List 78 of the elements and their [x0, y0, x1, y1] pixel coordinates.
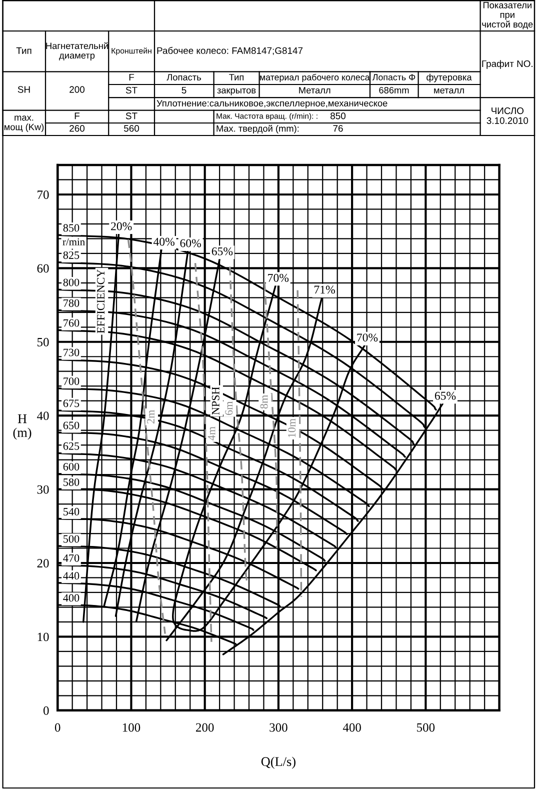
text: материал рабочего колеса	[260, 74, 370, 82]
text: 560	[124, 125, 140, 132]
y-tick-label: 70	[38, 190, 49, 199]
text: 76	[333, 125, 343, 132]
series-label: 500	[64, 535, 80, 543]
text: 850	[330, 112, 346, 120]
text: 70%	[268, 274, 289, 282]
series-label: 60%	[180, 239, 201, 248]
series-label: 440	[63, 572, 80, 580]
y-tick-label: 10	[38, 632, 49, 642]
text: 260	[70, 125, 85, 132]
text: F	[129, 74, 134, 80]
text: Металл	[299, 87, 330, 94]
y-tick-label: 40	[37, 412, 49, 420]
text: 8m	[260, 394, 268, 409]
text: Нагнетательнй диаметр	[46, 42, 108, 60]
text: ЧИСЛО 3.10.2010	[486, 107, 528, 124]
text: 6m	[225, 401, 233, 415]
text: 2m	[147, 410, 154, 424]
text: закрытов	[217, 88, 256, 96]
series-label: 780	[64, 299, 80, 307]
series-label: 65%	[212, 247, 233, 256]
series-label: 825	[63, 251, 80, 259]
text: Тип	[16, 47, 32, 54]
series-label: 20%	[111, 222, 132, 230]
series-label: 65%	[434, 392, 456, 400]
x-tick-label: 500	[417, 723, 435, 732]
text: SH	[18, 86, 30, 93]
text: max. мощ (Kw)	[4, 116, 44, 132]
series-label: 71%	[314, 286, 335, 294]
x-axis-title: Q(L/s)	[261, 756, 296, 769]
text: Лопасть Φ	[372, 74, 416, 80]
text: 686mm	[379, 86, 409, 94]
text: 4m	[208, 426, 216, 440]
series-label: 675	[63, 400, 80, 408]
annotation: r/min	[62, 238, 85, 246]
series-label: 600	[63, 462, 80, 470]
x-tick-label: 100	[122, 723, 140, 732]
series-label: 730	[64, 348, 80, 356]
text: Лопасть	[166, 74, 201, 80]
text: 5	[182, 86, 186, 94]
series-label: 850	[63, 224, 80, 232]
series-label: 625	[63, 442, 80, 450]
y-tick-label: 60	[37, 264, 49, 273]
y-tick-label: 50	[37, 338, 49, 346]
series-label: 580	[64, 478, 80, 486]
text: Уплотнение:сальниковое,экспеллерное,механическое	[156, 100, 388, 108]
annotation: EFFICIENCY	[97, 270, 105, 334]
series-label: 760	[64, 319, 80, 327]
text: 10m	[288, 418, 296, 438]
y-axis-title: H (m)	[13, 414, 32, 440]
series-label: 470	[63, 554, 80, 562]
x-tick-label: 200	[196, 723, 214, 732]
y-tick-label: 30	[37, 485, 49, 494]
text: ST	[126, 112, 138, 120]
text: Рабочее колесо: FAM8147;G8147	[157, 46, 303, 56]
series-label: 800	[63, 278, 80, 286]
series-label: 650	[63, 422, 80, 430]
series-label: 700	[64, 377, 80, 385]
y-tick-label: 20	[37, 559, 49, 568]
series-label: 70%	[357, 334, 378, 342]
text: Графит NO.	[482, 60, 532, 69]
text: Тип	[229, 74, 244, 80]
series-label: 400	[63, 594, 80, 602]
text: F	[74, 112, 80, 120]
annotation: NPSH	[212, 386, 220, 415]
x-tick-label: 400	[342, 723, 361, 732]
text: Max. твердой (mm):	[216, 124, 299, 134]
text: 200	[70, 86, 85, 93]
series-label: 40%	[153, 238, 174, 246]
text: ST	[126, 86, 138, 94]
text: металл	[434, 88, 464, 94]
x-tick-label: 300	[270, 723, 288, 732]
text: Показатели при чистой воде	[482, 2, 533, 30]
series-label: 540	[64, 508, 80, 516]
x-tick-label: 0	[54, 723, 60, 732]
y-tick-label: 0	[43, 706, 49, 715]
text: футеровка	[426, 74, 472, 82]
